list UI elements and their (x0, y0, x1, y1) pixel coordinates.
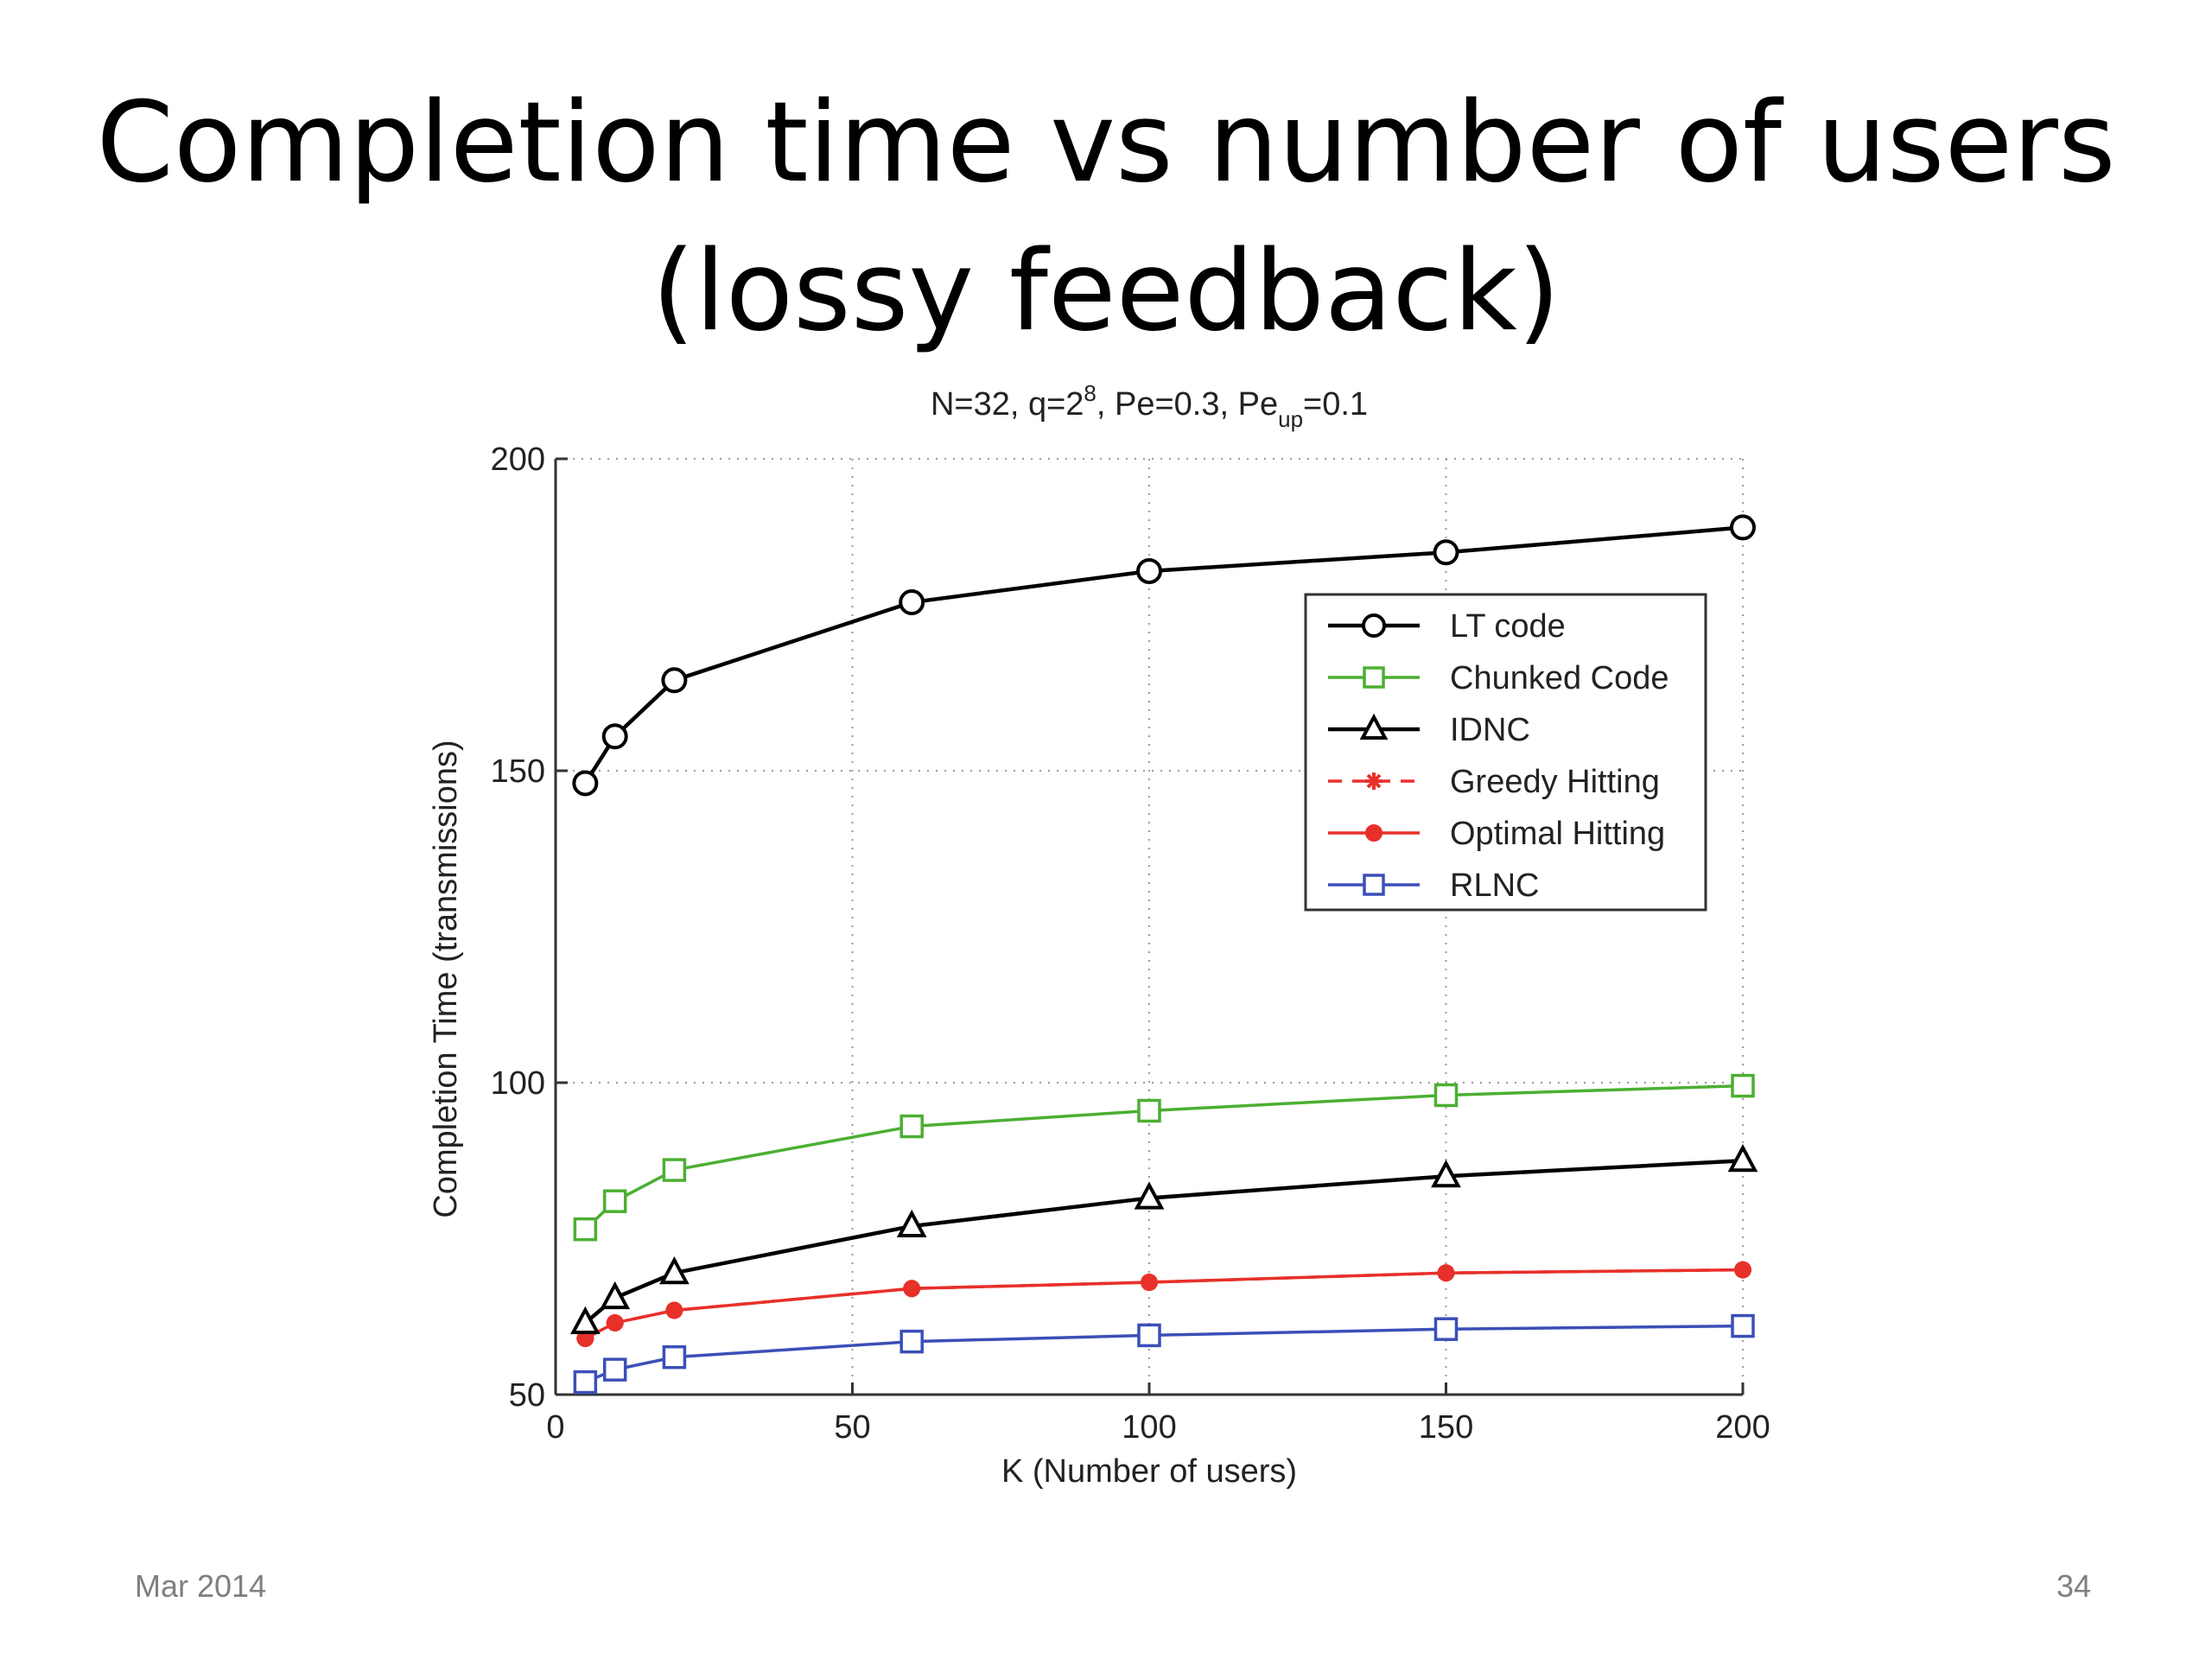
series-greedy-hitting (576, 1261, 1751, 1348)
data-point-chunked-code (1731, 1073, 1755, 1098)
data-point-lt-code (1730, 514, 1756, 541)
data-point-lt-code (601, 723, 628, 750)
series-lt-code (572, 514, 1756, 797)
series-rlnc (573, 1313, 1755, 1395)
x-tick-label: 150 (1419, 1409, 1473, 1446)
footer-date: Mar 2014 (135, 1568, 267, 1604)
legend-box (1304, 593, 1707, 912)
legend-label: RLNC (1450, 868, 1539, 904)
data-point-greedy-hitting (606, 1313, 624, 1332)
y-tick-label: 200 (491, 442, 545, 478)
data-point-idnc (1134, 1181, 1165, 1210)
data-point-greedy-hitting (1141, 1274, 1158, 1292)
x-tick-label: 200 (1715, 1409, 1770, 1446)
data-point-chunked-code (662, 1158, 687, 1182)
legend-label: IDNC (1450, 712, 1530, 748)
data-point-idnc (600, 1281, 631, 1310)
legend-item-chunked-code: Chunked Code (1328, 660, 1669, 696)
slide-title-line-2: (lossy feedback) (652, 227, 1560, 356)
data-point-lt-code (661, 667, 688, 694)
legend-label: Optimal Hitting (1450, 816, 1665, 852)
data-point-chunked-code (602, 1189, 627, 1213)
chart-title-prefix: N=32, q=2 (931, 386, 1084, 423)
legend-marker (1362, 613, 1386, 638)
data-point-lt-code (899, 589, 925, 616)
legend-label: LT code (1450, 608, 1566, 645)
data-point-greedy-hitting (1437, 1264, 1455, 1282)
legend-marker (1359, 713, 1389, 740)
legend: LT code Chunked Code IDNC Greedy Hitting Opt… (1304, 593, 1707, 912)
legend-marker (1365, 772, 1382, 790)
legend-item-optimal-hitting: Optimal Hitting (1328, 816, 1665, 852)
x-tick-label: 50 (834, 1409, 870, 1446)
data-point-lt-code (1136, 557, 1162, 584)
data-point-chunked-code (1137, 1098, 1161, 1123)
legend-label: Greedy Hitting (1450, 764, 1660, 800)
legend-item-idnc: IDNC (1328, 712, 1530, 748)
legend-item-rlnc: RLNC (1328, 868, 1539, 904)
data-point-idnc (570, 1306, 601, 1334)
series-line-idnc (583, 1159, 1744, 1325)
data-point-idnc (1431, 1160, 1461, 1188)
series-line-rlnc (584, 1324, 1744, 1384)
data-point-chunked-code (1433, 1083, 1459, 1108)
series-idnc (570, 1144, 1758, 1334)
data-point-rlnc (1731, 1313, 1755, 1338)
data-point-rlnc (1137, 1323, 1161, 1348)
data-point-idnc (1727, 1144, 1758, 1173)
data-point-rlnc (602, 1357, 627, 1382)
chart-title-middle: , Pe=0.3, Pe (1096, 386, 1278, 423)
y-tick-label: 50 (509, 1377, 545, 1414)
series-line-chunked-code (584, 1084, 1744, 1230)
data-point-lt-code (1433, 539, 1459, 566)
data-point-chunked-code (899, 1114, 924, 1139)
slide-title: Completion time vs number of users (loss… (0, 69, 2212, 366)
y-tick-label: 100 (491, 1065, 545, 1102)
chart-title-exponent: 8 (1084, 380, 1096, 406)
x-tick-label: 100 (1122, 1409, 1176, 1446)
data-point-idnc (896, 1209, 927, 1238)
data-point-lt-code (572, 770, 599, 797)
y-axis-label: Completion Time (transmissions) (428, 740, 464, 1217)
chart-title: N=32, q=28, Pe=0.3, Peup=0.1 (931, 380, 1368, 432)
y-tick-label: 150 (491, 753, 545, 790)
data-point-rlnc (662, 1344, 687, 1370)
data-point-rlnc (899, 1329, 924, 1354)
x-axis-label: K (Number of users) (1001, 1453, 1297, 1490)
series-chunked-code (573, 1073, 1755, 1242)
data-point-greedy-hitting (903, 1280, 921, 1298)
chart-title-suffix: =0.1 (1303, 386, 1368, 423)
legend-item-greedy-hitting: Greedy Hitting (1328, 764, 1660, 800)
data-point-idnc (659, 1255, 690, 1285)
data-point-rlnc (573, 1370, 598, 1395)
series-group (570, 514, 1758, 1395)
legend-marker (1365, 824, 1382, 842)
legend-marker (1363, 666, 1385, 689)
chart-title-subscript: up (1278, 406, 1303, 432)
data-point-rlnc (1433, 1317, 1459, 1341)
legend-marker (1363, 874, 1385, 896)
data-point-greedy-hitting (665, 1301, 683, 1319)
legend-item-lt-code: LT code (1328, 608, 1566, 645)
data-point-greedy-hitting (1734, 1261, 1751, 1279)
page-number: 34 (2056, 1568, 2091, 1604)
data-point-chunked-code (573, 1217, 598, 1242)
legend-label: Chunked Code (1450, 660, 1669, 696)
slide-title-line-1: Completion time vs number of users (96, 79, 2116, 207)
x-tick-label: 0 (546, 1409, 564, 1446)
